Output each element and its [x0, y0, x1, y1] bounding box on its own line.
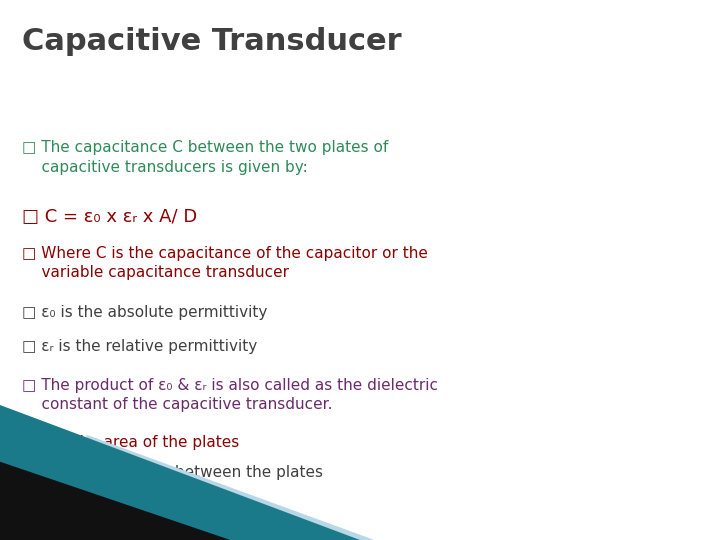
Text: □ Where C is the capacitance of the capacitor or the
    variable capacitance tr: □ Where C is the capacitance of the capa…	[22, 246, 428, 280]
Polygon shape	[86, 435, 374, 540]
Polygon shape	[0, 462, 230, 540]
Text: □ ε₀ is the absolute permittivity: □ ε₀ is the absolute permittivity	[22, 305, 267, 320]
Text: Capacitive Transducer: Capacitive Transducer	[22, 27, 401, 56]
Text: □ C = ε₀ x εᵣ x A/ D: □ C = ε₀ x εᵣ x A/ D	[22, 208, 197, 226]
Text: □ The capacitance C between the two plates of
    capacitive transducers is give: □ The capacitance C between the two plat…	[22, 140, 388, 174]
Text: □ A is the area of the plates: □ A is the area of the plates	[22, 435, 239, 450]
Polygon shape	[0, 405, 360, 540]
Text: □ D is the distance between the plates: □ D is the distance between the plates	[22, 465, 323, 481]
Text: □ εᵣ is the relative permittivity: □ εᵣ is the relative permittivity	[22, 339, 257, 354]
Text: □ The product of ε₀ & εᵣ is also called as the dielectric
    constant of the ca: □ The product of ε₀ & εᵣ is also called …	[22, 378, 438, 412]
